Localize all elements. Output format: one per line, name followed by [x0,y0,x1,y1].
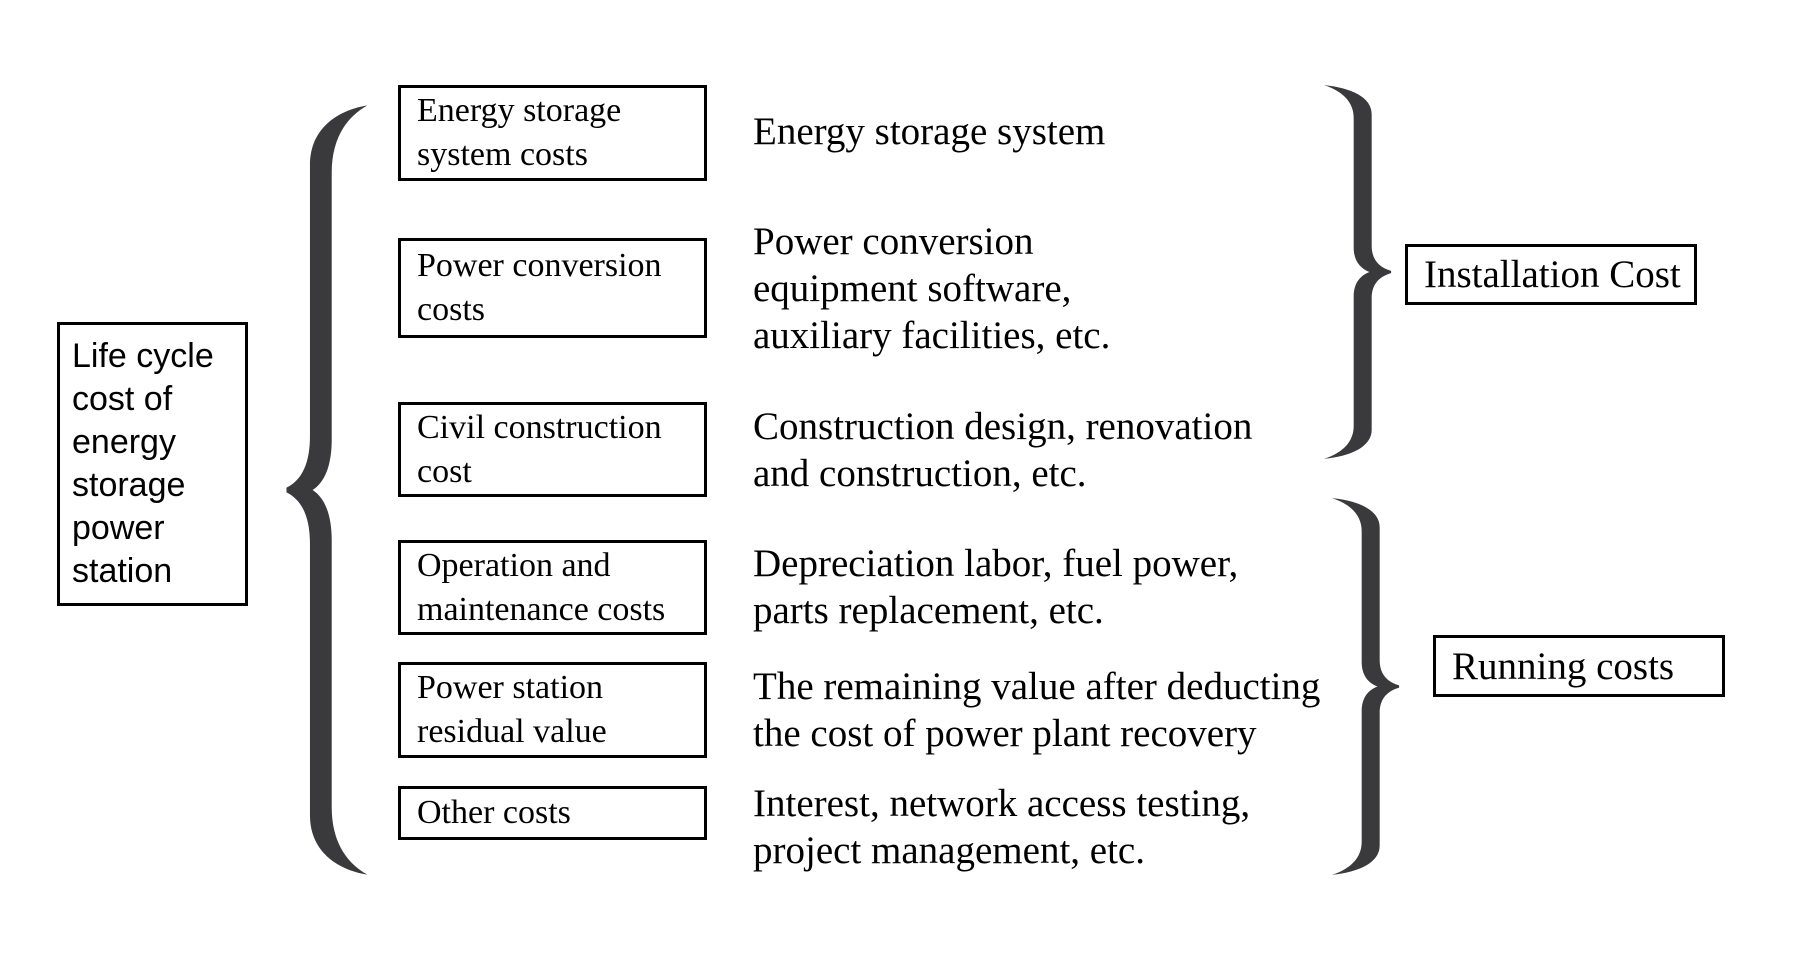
category-box-label: Power conversion costs [417,247,662,328]
category-box-label: Other costs [417,794,571,831]
category-box-label: Power station residual value [417,669,607,750]
category-box-other-costs: Other costs [398,786,707,840]
category-description-operation-maintenance: Depreciation labor, fuel power, parts re… [753,542,1239,632]
category-box-label: Civil construction cost [417,408,662,490]
root-brace-icon [283,103,370,877]
installation-cost-label: Installation Cost [1424,253,1681,296]
running-group-brace-icon [1330,497,1402,876]
category-box-label: Energy storage system costs [417,92,622,173]
category-box-energy-storage-system-costs: Energy storage system costs [398,85,707,181]
running-costs-label: Running costs [1452,644,1675,688]
installation-cost-box: Installation Cost [1405,244,1697,305]
category-box-power-conversion-costs: Power conversion costs [398,238,707,338]
root-node-box: Life cycle cost of energy storage power … [57,322,248,606]
category-box-civil-construction-cost: Civil construction cost [398,402,707,497]
category-box-label: Operation and maintenance costs [417,546,666,628]
category-description-residual-value: The remaining value after deducting the … [753,665,1321,755]
category-box-power-station-residual-value: Power station residual value [398,662,707,758]
running-costs-box: Running costs [1433,635,1725,697]
category-description-other-costs: Interest, network access testing, projec… [753,782,1251,872]
installation-group-brace-icon [1322,84,1394,460]
category-box-operation-maintenance-costs: Operation and maintenance costs [398,540,707,635]
root-node-label: Life cycle cost of energy storage power … [72,337,214,590]
category-description-power-conversion: Power conversion equipment software, aux… [753,220,1111,357]
category-description-energy-storage-system: Energy storage system [753,110,1106,153]
category-description-civil-construction: Construction design, renovation and cons… [753,405,1253,495]
